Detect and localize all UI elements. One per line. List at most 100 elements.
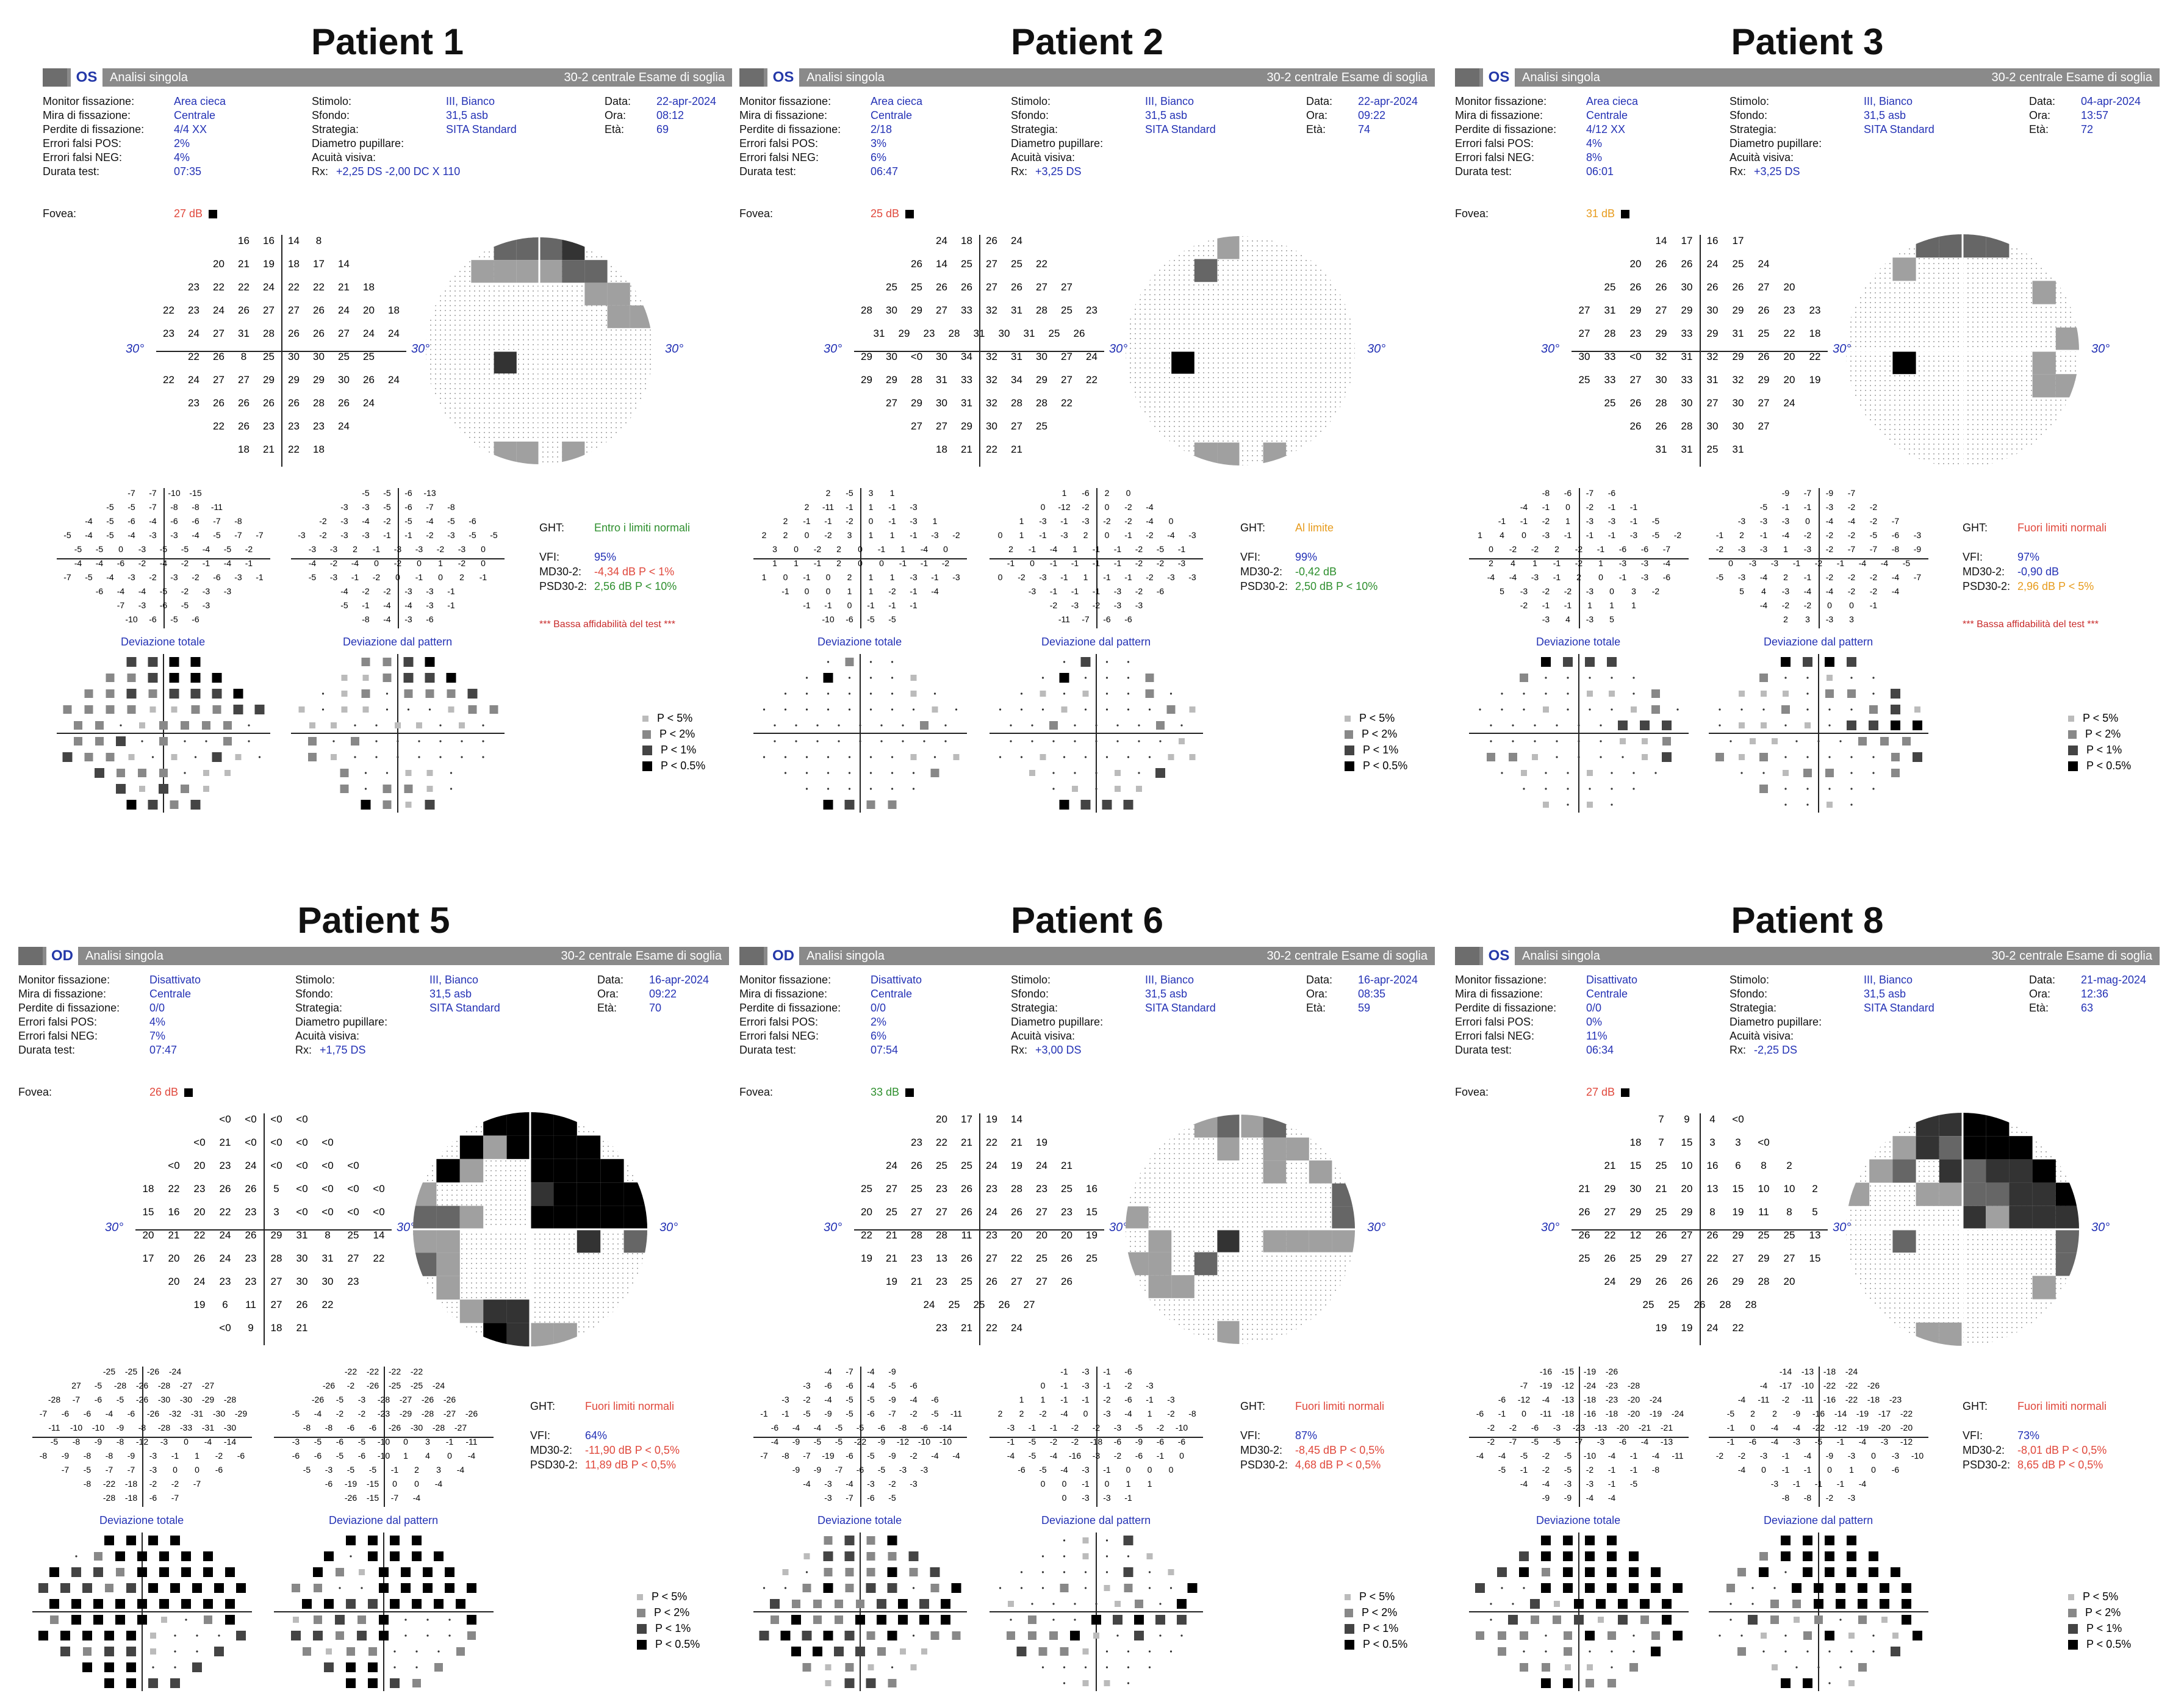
prob-mark-p5 bbox=[932, 706, 938, 713]
prob-mark-normal bbox=[1105, 692, 1108, 695]
fovea-marker bbox=[1621, 210, 1630, 219]
grid-value: -7 bbox=[1575, 1437, 1583, 1446]
grid-value: 24 bbox=[188, 374, 199, 386]
grid-value: -5 bbox=[106, 502, 114, 512]
legend-symbol-p5 bbox=[2068, 716, 2074, 722]
grid-value: 24 bbox=[986, 1160, 997, 1171]
analysis-type: Analisi singola bbox=[1522, 71, 1600, 84]
prob-mark-normal bbox=[1501, 772, 1503, 774]
prob-mark-normal bbox=[805, 772, 808, 774]
greyscale-cell bbox=[2055, 1206, 2079, 1229]
grid-value: 18 bbox=[270, 1322, 282, 1334]
prob-mark-p05 bbox=[1913, 1631, 1922, 1640]
grid-value: 23 bbox=[1036, 1183, 1047, 1195]
vfi-value: 73% bbox=[2017, 1429, 2040, 1442]
grid-value: -1 bbox=[1049, 1423, 1058, 1432]
prob-mark-p2 bbox=[1781, 705, 1790, 714]
info-row: Sfondo: 31,5 asb bbox=[1730, 988, 1934, 1002]
greyscale-cell bbox=[2009, 1136, 2033, 1160]
prob-mark-normal bbox=[1501, 1587, 1503, 1589]
legend-symbol-p05 bbox=[1345, 761, 1354, 772]
prob-mark-normal bbox=[1063, 1666, 1066, 1669]
rx-label: Rx: bbox=[295, 1044, 312, 1056]
psd-value: 4,68 dB P < 0,5% bbox=[1295, 1459, 1381, 1471]
data-value: 22-apr-2024 bbox=[1358, 95, 1418, 107]
legend-symbol-p05 bbox=[2068, 1640, 2078, 1650]
grid-value: 19 bbox=[193, 1299, 206, 1310]
grid-value: 26 bbox=[1706, 1229, 1719, 1241]
grid-value: 20 bbox=[193, 1206, 206, 1218]
grid-value: -19 bbox=[1856, 1423, 1869, 1432]
prob-mark-normal bbox=[1806, 692, 1809, 695]
prob-mark-p05 bbox=[1781, 1678, 1791, 1688]
grid-value: 1 bbox=[1147, 1409, 1152, 1418]
grid-value: -2 bbox=[1825, 572, 1834, 582]
info-row: Errori falsi NEG: 4% bbox=[43, 151, 226, 165]
prob-mark-p05 bbox=[225, 1567, 235, 1577]
grid-value: -1 bbox=[1629, 1451, 1638, 1461]
sfondo-value: 31,5 asb bbox=[429, 988, 472, 1000]
eye-marker bbox=[18, 947, 43, 965]
grid-value: 15 bbox=[1629, 1160, 1642, 1171]
horizontal-axis bbox=[291, 558, 505, 559]
grid-value: 0 bbox=[173, 1465, 178, 1475]
prob-mark-p05 bbox=[780, 1631, 791, 1640]
prob-mark-p5 bbox=[1609, 691, 1615, 697]
grid-value: 2 bbox=[1083, 530, 1088, 540]
prob-mark-p05 bbox=[379, 1631, 389, 1640]
fovea-marker bbox=[184, 1088, 193, 1098]
grid-value: 29 bbox=[1681, 1206, 1693, 1218]
grid-value: 7 bbox=[1658, 1137, 1664, 1148]
grid-value: -18 bbox=[124, 1493, 138, 1503]
acuita-label: Acuità visiva: bbox=[312, 151, 376, 163]
grid-value: 25 bbox=[1655, 1206, 1667, 1218]
greyscale-cell bbox=[1286, 1137, 1309, 1161]
eta-value: 59 bbox=[1358, 1002, 1371, 1014]
prob-mark-normal bbox=[1127, 661, 1130, 663]
legend-symbol-p2 bbox=[2068, 1609, 2077, 1618]
md-label: MD30-2: bbox=[539, 566, 582, 578]
grid-value: 26 bbox=[1011, 281, 1022, 293]
prob-mark-normal bbox=[1817, 740, 1820, 742]
vfi-label: VFI: bbox=[1963, 1429, 1983, 1442]
grid-value: -1 bbox=[1629, 502, 1638, 512]
grid-value: -5 bbox=[1028, 1437, 1036, 1446]
grid-value: -3 bbox=[1103, 1409, 1111, 1418]
grid-value: -3 bbox=[1847, 1451, 1856, 1461]
grid-value: 22 bbox=[213, 281, 225, 293]
grid-value: 0 bbox=[1040, 1479, 1046, 1489]
grid-value: -9 bbox=[1564, 1493, 1572, 1503]
grid-value: 21 bbox=[263, 444, 275, 455]
data-label: Data: bbox=[1306, 974, 1333, 986]
sfondo-value: 31,5 asb bbox=[446, 109, 489, 121]
perdite-label: Perdite di fissazione: bbox=[1455, 123, 1557, 135]
grid-value: -2 bbox=[1542, 1465, 1550, 1475]
grid-value: 1 bbox=[772, 558, 777, 568]
prob-mark-p2 bbox=[1531, 1615, 1539, 1624]
prob-mark-normal bbox=[1534, 740, 1536, 742]
grid-value: 22 bbox=[213, 420, 225, 432]
grid-value: -2 bbox=[846, 516, 853, 526]
prob-mark-p5 bbox=[225, 770, 231, 776]
grid-value: 27 bbox=[1629, 374, 1642, 386]
prob-mark-p1 bbox=[1847, 657, 1856, 667]
grid-value: -2 bbox=[319, 530, 327, 540]
grid-value: 23 bbox=[986, 1229, 997, 1241]
prob-mark-normal bbox=[1784, 756, 1787, 758]
grid-value: -1 bbox=[760, 1409, 768, 1418]
prob-mark-normal bbox=[1041, 1587, 1044, 1589]
grid-value: 26 bbox=[1061, 1276, 1072, 1287]
md-value: -0,42 dB bbox=[1295, 566, 1337, 578]
grid-value: -4 bbox=[426, 516, 434, 526]
prob-mark-p05 bbox=[1585, 1567, 1595, 1577]
grid-value: 16 bbox=[1086, 1183, 1097, 1195]
fovea-label: Fovea: bbox=[1455, 207, 1489, 220]
prob-mark-p1 bbox=[212, 752, 222, 762]
ght-row: GHT: Entro i limiti normali bbox=[539, 522, 690, 536]
grid-value: 27 bbox=[1783, 1252, 1795, 1264]
grid-value: 0 bbox=[1040, 1381, 1046, 1390]
prob-mark-p2 bbox=[1498, 1647, 1506, 1656]
prob-mark-normal bbox=[1545, 772, 1547, 774]
grid-value: -4 bbox=[202, 544, 210, 554]
prob-mark-normal bbox=[1806, 788, 1809, 790]
